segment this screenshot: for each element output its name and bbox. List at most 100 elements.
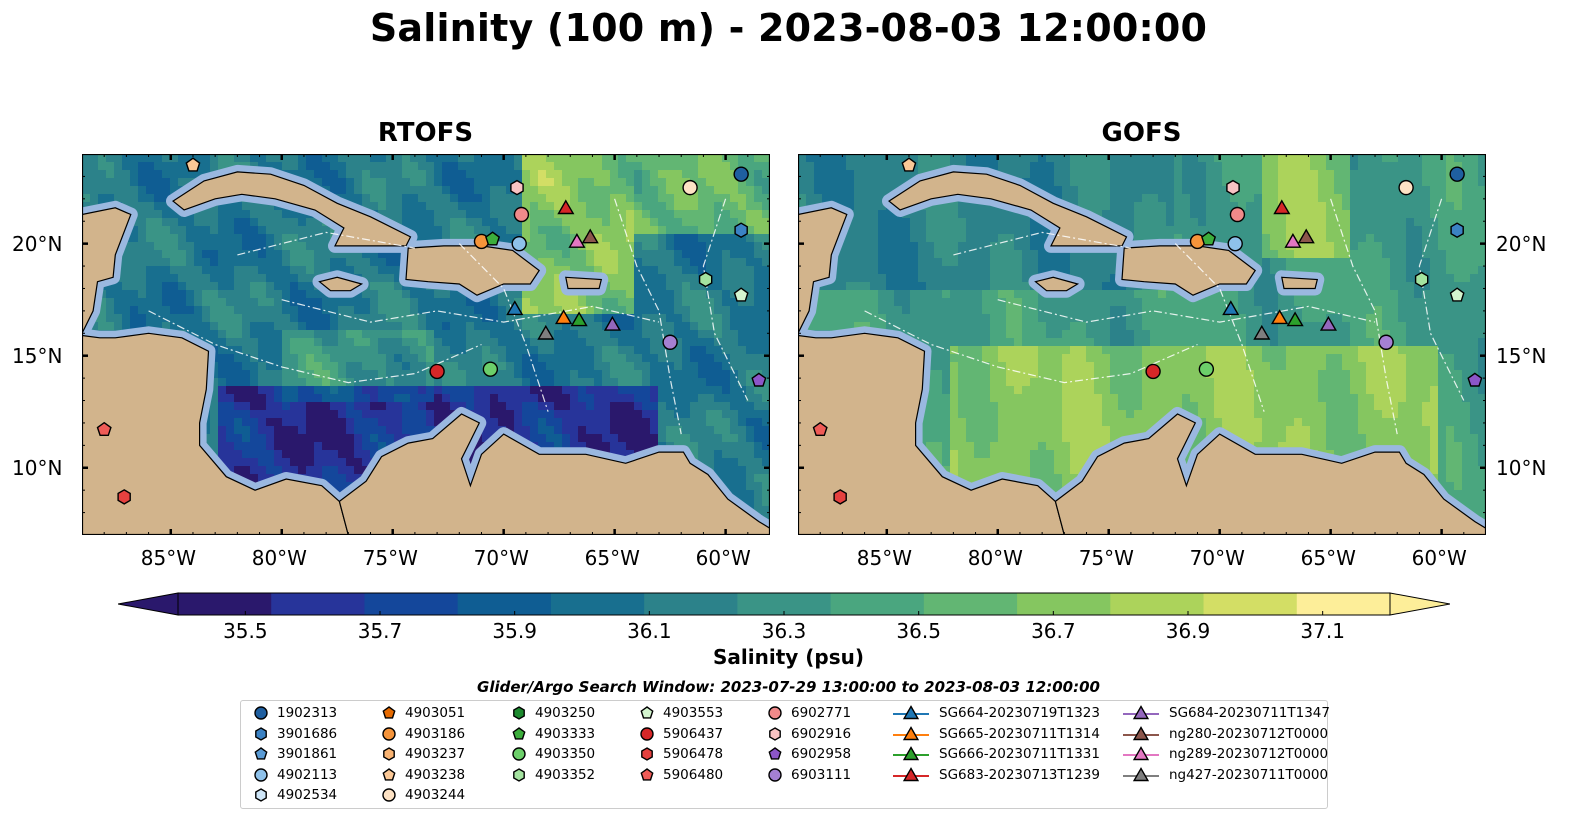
lon-tick-label: 60°W xyxy=(695,546,751,570)
marker-6902916 xyxy=(1226,179,1240,196)
triangle-marker-icon xyxy=(1123,725,1159,740)
hexagon-marker-icon xyxy=(255,788,267,802)
legend-item-4903186: 4903186 xyxy=(381,724,465,744)
marker-SG684-20230711T1347 xyxy=(1319,315,1338,331)
legend-title: Glider/Argo Search Window: 2023-07-29 13… xyxy=(477,678,1100,696)
lon-tick-label: 75°W xyxy=(362,546,418,570)
circle-marker-icon xyxy=(640,726,654,741)
hexagon-marker-icon xyxy=(769,726,781,741)
legend: 1902313 3901686 3901861 4902113 4902534 49030… xyxy=(240,700,1330,809)
marker-4902113 xyxy=(511,235,527,252)
legend-item-label: ng289-20230712T0000 xyxy=(1169,746,1329,762)
legend-item-5906480: 5906480 xyxy=(639,765,723,785)
marker-6902958 xyxy=(751,372,767,387)
marker-SG664-20230719T1323 xyxy=(506,300,524,316)
pentagon-marker-icon xyxy=(640,767,654,781)
legend-item-label: 6902771 xyxy=(791,705,852,721)
pentagon-marker-icon xyxy=(382,706,396,719)
panel-title-gofs: GOFS xyxy=(1101,118,1182,148)
marker-5906437 xyxy=(429,363,445,380)
colorbar-segment xyxy=(364,593,459,615)
marker-4903350 xyxy=(1198,361,1215,377)
triangle-marker-icon xyxy=(893,746,929,761)
marker-6903111 xyxy=(1378,334,1394,350)
lon-tick-label: 70°W xyxy=(1189,546,1245,570)
marker-6903111 xyxy=(662,334,678,350)
legend-item-6903111: 6903111 xyxy=(767,765,851,785)
colorbar-tick-label: 36.7 xyxy=(1031,619,1076,643)
lon-tick-label: 75°W xyxy=(1078,546,1134,570)
legend-item-label: 4903244 xyxy=(405,787,466,803)
legend-item-ng289-20230712T0000: ng289-20230712T0000 xyxy=(1121,744,1328,764)
legend-item-label: 4903051 xyxy=(405,705,466,721)
lat-tick-label-left: 20°N xyxy=(12,231,63,256)
circle-marker-icon xyxy=(768,706,782,720)
land-cuba xyxy=(171,171,412,247)
lon-tick-label: 80°W xyxy=(967,546,1023,570)
marker-ng289-20230712T0000 xyxy=(568,232,586,248)
colorbar-segment xyxy=(737,593,832,615)
marker-3901686 xyxy=(1450,222,1464,239)
pentagon-marker-icon xyxy=(382,767,396,781)
lon-tick-label: 65°W xyxy=(584,546,640,570)
lat-tick-label-left: 15°N xyxy=(12,343,63,368)
marker-4903238 xyxy=(185,157,201,172)
marker-3901686 xyxy=(734,222,748,239)
legend-item-4903250: 4903250 xyxy=(511,703,595,723)
colorbar-tick-label: 36.5 xyxy=(896,619,941,643)
colorbar-segment xyxy=(1296,593,1391,615)
legend-item-4903553: 4903553 xyxy=(639,703,723,723)
legend-item-SG684-20230711T1347: SG684-20230711T1347 xyxy=(1121,703,1330,723)
legend-item-SG664-20230719T1323: SG664-20230719T1323 xyxy=(891,703,1100,723)
colorbar-tick-label: 37.1 xyxy=(1300,619,1345,643)
legend-item-4903244: 4903244 xyxy=(381,785,465,805)
legend-item-3901861: 3901861 xyxy=(253,744,337,764)
colorbar-segment xyxy=(550,593,645,615)
colorbar-label: Salinity (psu) xyxy=(712,645,864,669)
marker-6902771 xyxy=(1229,206,1246,223)
legend-item-label: SG664-20230719T1323 xyxy=(939,705,1100,721)
circle-marker-icon xyxy=(768,767,782,782)
colorbar-tick-label: 36.9 xyxy=(1165,619,1211,643)
map-gofs xyxy=(798,154,1486,535)
colorbar-extend-low xyxy=(118,592,179,616)
colorbar-segment xyxy=(1203,593,1298,615)
marker-5906478 xyxy=(117,489,131,505)
circle-marker-icon xyxy=(254,706,268,720)
legend-item-label: 4903237 xyxy=(405,746,466,762)
marker-ng289-20230712T0000 xyxy=(1284,232,1302,248)
marker-4903244 xyxy=(1398,179,1414,196)
land-jamaica xyxy=(318,276,364,292)
marker-SG683-20230713T1239 xyxy=(557,199,575,215)
legend-item-4903352: 4903352 xyxy=(511,765,595,785)
marker-5906478 xyxy=(833,489,847,505)
marker-4903350 xyxy=(482,361,499,377)
legend-item-label: 6902958 xyxy=(791,746,852,762)
legend-item-label: ng427-20230711T0000 xyxy=(1169,766,1329,783)
colorbar xyxy=(118,592,1450,616)
marker-SG683-20230713T1239 xyxy=(1273,199,1291,215)
legend-item-4903051: 4903051 xyxy=(381,703,465,723)
legend-item-6902771: 6902771 xyxy=(767,703,851,723)
marker-1902313 xyxy=(1449,166,1465,182)
lon-tick-label: 80°W xyxy=(251,546,307,570)
legend-item-label: SG666-20230711T1331 xyxy=(939,746,1100,762)
legend-item-label: 4903333 xyxy=(535,725,596,742)
colorbar-tick-label: 35.7 xyxy=(357,619,403,643)
marker-6902771 xyxy=(513,206,530,223)
marker-SG666-20230711T1331 xyxy=(570,311,588,327)
pentagon-marker-icon xyxy=(640,706,654,719)
colorbar-tick-label: 35.5 xyxy=(223,619,268,643)
legend-item-label: 4903186 xyxy=(405,725,466,742)
marker-4903553 xyxy=(1449,287,1465,302)
marker-5906480 xyxy=(812,421,828,436)
legend-item-4903333: 4903333 xyxy=(511,724,595,744)
marker-4903244 xyxy=(682,179,698,196)
land-hispaniola xyxy=(1121,245,1257,296)
colorbar-segment xyxy=(178,593,272,615)
triangle-marker-icon xyxy=(1123,766,1159,781)
marker-6902916 xyxy=(510,179,524,196)
lon-tick-label: 65°W xyxy=(1300,546,1356,570)
marker-ng280-20230712T0000 xyxy=(1297,228,1315,244)
legend-item-ng427-20230711T0000: ng427-20230711T0000 xyxy=(1121,765,1328,785)
